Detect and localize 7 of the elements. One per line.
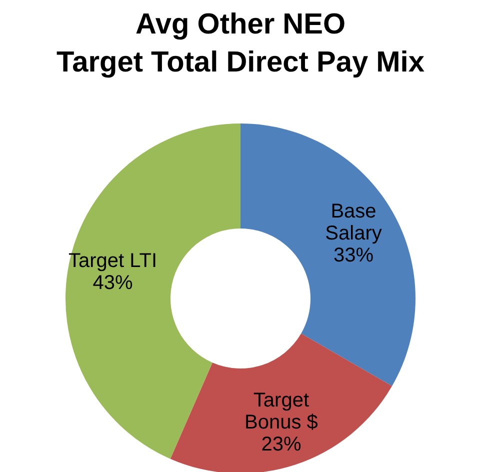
chart-title: Avg Other NEO Target Total Direct Pay Mix: [56, 8, 424, 78]
data-label: 43%: [92, 272, 133, 294]
slice-label: Target Bonus $: [244, 389, 318, 434]
data-label: 23%: [261, 433, 302, 456]
slice-label: Target LTI: [68, 250, 158, 272]
data-label: 33%: [334, 244, 374, 266]
slice-label: Base Salary: [325, 200, 382, 244]
